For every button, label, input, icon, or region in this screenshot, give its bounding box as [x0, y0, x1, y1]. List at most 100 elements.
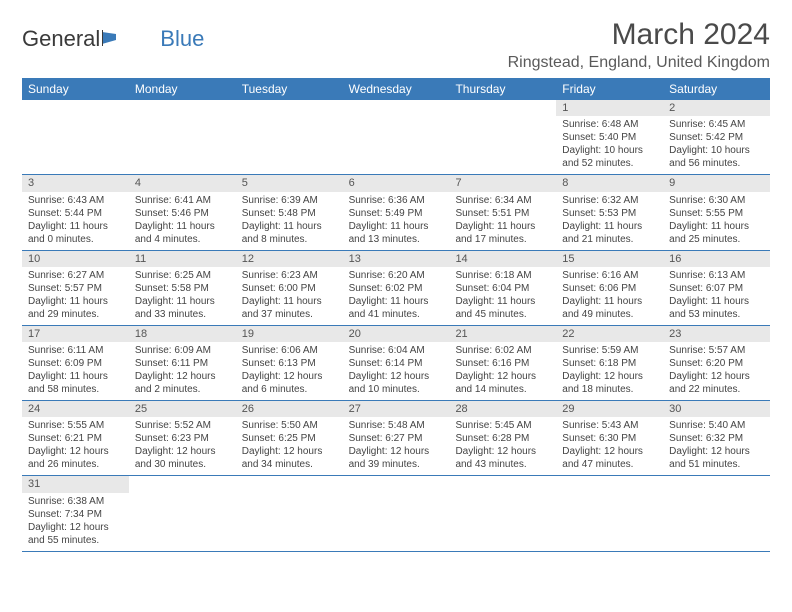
daylight-text: Daylight: 11 hours and 29 minutes. [28, 295, 123, 321]
day-content: Sunrise: 6:18 AMSunset: 6:04 PMDaylight:… [449, 267, 556, 325]
day-content: Sunrise: 6:09 AMSunset: 6:11 PMDaylight:… [129, 342, 236, 400]
daylight-text: Daylight: 11 hours and 49 minutes. [562, 295, 657, 321]
sunset-text: Sunset: 6:25 PM [242, 432, 337, 445]
daylight-text: Daylight: 12 hours and 26 minutes. [28, 445, 123, 471]
daylight-text: Daylight: 11 hours and 0 minutes. [28, 220, 123, 246]
day-cell: 18Sunrise: 6:09 AMSunset: 6:11 PMDayligh… [129, 326, 236, 400]
day-number: 21 [449, 326, 556, 342]
month-title: March 2024 [508, 18, 770, 52]
sunset-text: Sunset: 6:00 PM [242, 282, 337, 295]
week-row: 1Sunrise: 6:48 AMSunset: 5:40 PMDaylight… [22, 100, 770, 175]
day-cell: 7Sunrise: 6:34 AMSunset: 5:51 PMDaylight… [449, 175, 556, 249]
sunset-text: Sunset: 6:18 PM [562, 357, 657, 370]
day-content: Sunrise: 6:06 AMSunset: 6:13 PMDaylight:… [236, 342, 343, 400]
week-row: 24Sunrise: 5:55 AMSunset: 6:21 PMDayligh… [22, 401, 770, 476]
day-cell: 19Sunrise: 6:06 AMSunset: 6:13 PMDayligh… [236, 326, 343, 400]
day-content: Sunrise: 6:41 AMSunset: 5:46 PMDaylight:… [129, 192, 236, 250]
day-cell: 10Sunrise: 6:27 AMSunset: 5:57 PMDayligh… [22, 251, 129, 325]
day-number: 18 [129, 326, 236, 342]
day-number: 19 [236, 326, 343, 342]
sunset-text: Sunset: 5:51 PM [455, 207, 550, 220]
day-content: Sunrise: 6:13 AMSunset: 6:07 PMDaylight:… [663, 267, 770, 325]
sunset-text: Sunset: 6:28 PM [455, 432, 550, 445]
daylight-text: Daylight: 12 hours and 55 minutes. [28, 521, 123, 547]
day-cell: 1Sunrise: 6:48 AMSunset: 5:40 PMDaylight… [556, 100, 663, 174]
daylight-text: Daylight: 11 hours and 53 minutes. [669, 295, 764, 321]
day-cell: 17Sunrise: 6:11 AMSunset: 6:09 PMDayligh… [22, 326, 129, 400]
sunrise-text: Sunrise: 5:45 AM [455, 419, 550, 432]
sunrise-text: Sunrise: 6:06 AM [242, 344, 337, 357]
day-number: 9 [663, 175, 770, 191]
sunset-text: Sunset: 6:06 PM [562, 282, 657, 295]
day-cell: 24Sunrise: 5:55 AMSunset: 6:21 PMDayligh… [22, 401, 129, 475]
day-number [129, 100, 236, 102]
sunset-text: Sunset: 6:04 PM [455, 282, 550, 295]
day-number [129, 476, 236, 478]
daylight-text: Daylight: 12 hours and 22 minutes. [669, 370, 764, 396]
day-content: Sunrise: 6:16 AMSunset: 6:06 PMDaylight:… [556, 267, 663, 325]
day-number: 29 [556, 401, 663, 417]
daylight-text: Daylight: 12 hours and 51 minutes. [669, 445, 764, 471]
sunrise-text: Sunrise: 6:27 AM [28, 269, 123, 282]
day-cell [236, 100, 343, 174]
sunrise-text: Sunrise: 6:38 AM [28, 495, 123, 508]
day-number [449, 476, 556, 478]
sunrise-text: Sunrise: 6:23 AM [242, 269, 337, 282]
sunrise-text: Sunrise: 5:43 AM [562, 419, 657, 432]
sunset-text: Sunset: 5:53 PM [562, 207, 657, 220]
day-cell: 4Sunrise: 6:41 AMSunset: 5:46 PMDaylight… [129, 175, 236, 249]
day-content: Sunrise: 6:38 AMSunset: 7:34 PMDaylight:… [22, 493, 129, 551]
day-header: Friday [556, 78, 663, 100]
header: General Blue March 2024 Ringstead, Engla… [22, 18, 770, 72]
day-content: Sunrise: 6:32 AMSunset: 5:53 PMDaylight:… [556, 192, 663, 250]
sunrise-text: Sunrise: 6:48 AM [562, 118, 657, 131]
sunset-text: Sunset: 6:09 PM [28, 357, 123, 370]
sunrise-text: Sunrise: 6:41 AM [135, 194, 230, 207]
sunrise-text: Sunrise: 6:36 AM [349, 194, 444, 207]
day-cell [663, 476, 770, 550]
daylight-text: Daylight: 10 hours and 52 minutes. [562, 144, 657, 170]
day-content: Sunrise: 6:48 AMSunset: 5:40 PMDaylight:… [556, 116, 663, 174]
day-number: 6 [343, 175, 450, 191]
day-content: Sunrise: 6:20 AMSunset: 6:02 PMDaylight:… [343, 267, 450, 325]
day-number [343, 100, 450, 102]
week-row: 31Sunrise: 6:38 AMSunset: 7:34 PMDayligh… [22, 476, 770, 551]
daylight-text: Daylight: 12 hours and 34 minutes. [242, 445, 337, 471]
day-content: Sunrise: 5:59 AMSunset: 6:18 PMDaylight:… [556, 342, 663, 400]
sunrise-text: Sunrise: 6:02 AM [455, 344, 550, 357]
sunrise-text: Sunrise: 6:04 AM [349, 344, 444, 357]
day-cell: 12Sunrise: 6:23 AMSunset: 6:00 PMDayligh… [236, 251, 343, 325]
day-cell: 21Sunrise: 6:02 AMSunset: 6:16 PMDayligh… [449, 326, 556, 400]
sunrise-text: Sunrise: 6:20 AM [349, 269, 444, 282]
sunset-text: Sunset: 6:30 PM [562, 432, 657, 445]
title-block: March 2024 Ringstead, England, United Ki… [508, 18, 770, 72]
sunset-text: Sunset: 6:21 PM [28, 432, 123, 445]
day-cell: 6Sunrise: 6:36 AMSunset: 5:49 PMDaylight… [343, 175, 450, 249]
sunrise-text: Sunrise: 6:30 AM [669, 194, 764, 207]
day-cell: 28Sunrise: 5:45 AMSunset: 6:28 PMDayligh… [449, 401, 556, 475]
day-cell [556, 476, 663, 550]
sunset-text: Sunset: 5:55 PM [669, 207, 764, 220]
day-headers-row: SundayMondayTuesdayWednesdayThursdayFrid… [22, 78, 770, 100]
day-number: 10 [22, 251, 129, 267]
sunset-text: Sunset: 6:07 PM [669, 282, 764, 295]
day-number: 17 [22, 326, 129, 342]
sunset-text: Sunset: 6:13 PM [242, 357, 337, 370]
daylight-text: Daylight: 12 hours and 30 minutes. [135, 445, 230, 471]
sunrise-text: Sunrise: 6:32 AM [562, 194, 657, 207]
day-number: 16 [663, 251, 770, 267]
day-number: 30 [663, 401, 770, 417]
sunrise-text: Sunrise: 5:52 AM [135, 419, 230, 432]
day-number [343, 476, 450, 478]
sunrise-text: Sunrise: 5:40 AM [669, 419, 764, 432]
day-number: 26 [236, 401, 343, 417]
day-cell: 23Sunrise: 5:57 AMSunset: 6:20 PMDayligh… [663, 326, 770, 400]
sunset-text: Sunset: 5:42 PM [669, 131, 764, 144]
day-content: Sunrise: 5:43 AMSunset: 6:30 PMDaylight:… [556, 417, 663, 475]
day-cell: 9Sunrise: 6:30 AMSunset: 5:55 PMDaylight… [663, 175, 770, 249]
day-number: 2 [663, 100, 770, 116]
day-content: Sunrise: 6:39 AMSunset: 5:48 PMDaylight:… [236, 192, 343, 250]
day-cell: 27Sunrise: 5:48 AMSunset: 6:27 PMDayligh… [343, 401, 450, 475]
sunset-text: Sunset: 6:27 PM [349, 432, 444, 445]
day-header: Monday [129, 78, 236, 100]
